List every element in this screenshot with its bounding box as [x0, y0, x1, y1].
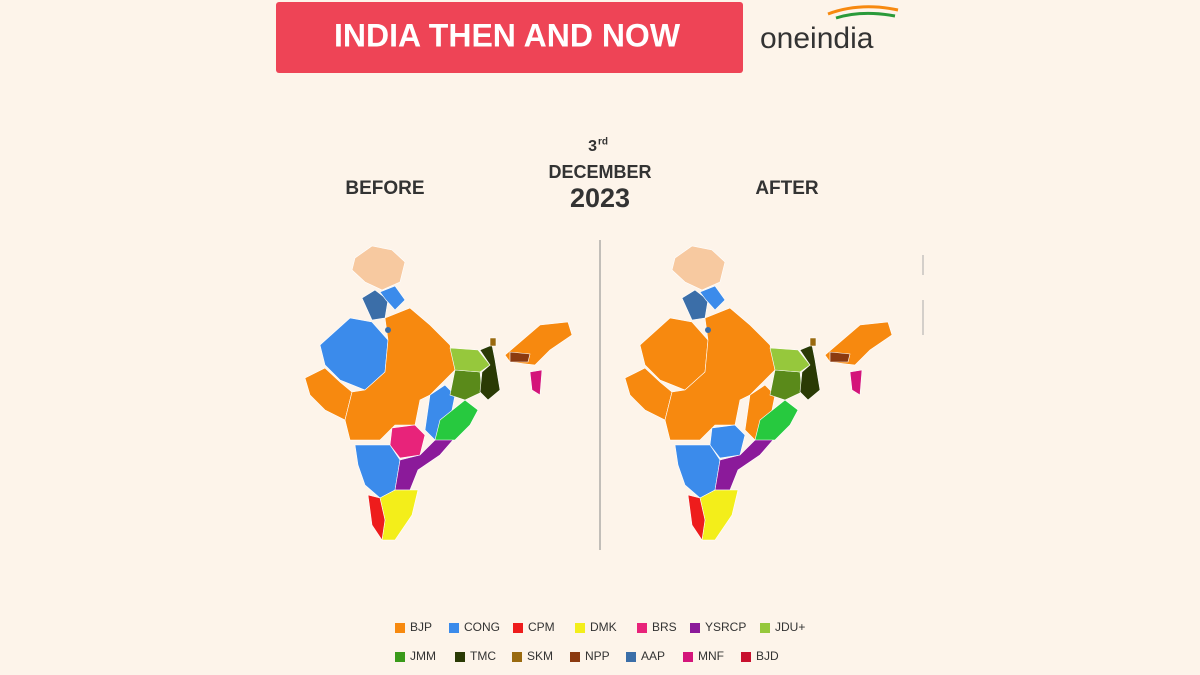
legend-swatch	[690, 623, 700, 633]
date-year: 2023	[570, 183, 630, 213]
jk	[351, 245, 406, 291]
legend-label: CPM	[528, 620, 555, 634]
kerala	[367, 494, 386, 541]
legend-label: DMK	[590, 620, 617, 634]
legend-swatch	[626, 652, 636, 662]
after-label: AFTER	[755, 178, 819, 199]
title-banner	[276, 2, 743, 73]
central	[664, 307, 776, 441]
legend-label: BJD	[756, 649, 779, 663]
before-label: BEFORE	[345, 178, 424, 199]
legend-swatch	[570, 652, 580, 662]
legend-label: JDU+	[775, 620, 805, 634]
legend-swatch	[395, 623, 405, 633]
date-month: DECEMBER	[548, 162, 651, 182]
central	[344, 307, 456, 441]
bihar	[449, 347, 491, 373]
legend-label: CONG	[464, 620, 500, 634]
legend-swatch	[395, 652, 405, 662]
map-before	[304, 245, 573, 541]
legend-swatch	[575, 623, 585, 633]
legend-swatch	[760, 623, 770, 633]
legend-label: JMM	[410, 649, 436, 663]
date-suffix: rd	[598, 137, 608, 148]
title: INDIA THEN AND NOW	[334, 17, 681, 53]
bihar	[769, 347, 811, 373]
meghalaya	[509, 351, 531, 363]
legend-label: AAP	[641, 649, 665, 663]
legend-swatch	[741, 652, 751, 662]
delhi	[705, 327, 711, 333]
delhi	[385, 327, 391, 333]
west-bengal	[479, 344, 501, 401]
west-bengal	[799, 344, 821, 401]
punjab	[681, 289, 709, 321]
logo: oneindia	[760, 22, 874, 55]
kerala	[687, 494, 706, 541]
legend-swatch	[449, 623, 459, 633]
mizoram	[849, 369, 863, 396]
meghalaya	[829, 351, 851, 363]
punjab	[361, 289, 389, 321]
map-after	[624, 245, 893, 541]
legend-swatch	[683, 652, 693, 662]
legend-label: BRS	[652, 620, 677, 634]
mizoram	[529, 369, 543, 396]
legend-label: NPP	[585, 649, 610, 663]
legend-label: BJP	[410, 620, 432, 634]
sikkim	[809, 337, 817, 347]
legend-label: YSRCP	[705, 620, 746, 634]
logo-arc	[835, 11, 896, 20]
legend-swatch	[637, 623, 647, 633]
legend-swatch	[513, 623, 523, 633]
date-day: 3	[588, 138, 597, 155]
himachal	[379, 285, 406, 311]
legend-swatch	[512, 652, 522, 662]
legend-swatch	[455, 652, 465, 662]
legend-label: SKM	[527, 649, 553, 663]
legend-label: TMC	[470, 649, 496, 663]
legend-label: MNF	[698, 649, 724, 663]
jk	[671, 245, 726, 291]
sikkim	[489, 337, 497, 347]
logo-arc	[827, 5, 899, 16]
himachal	[699, 285, 726, 311]
